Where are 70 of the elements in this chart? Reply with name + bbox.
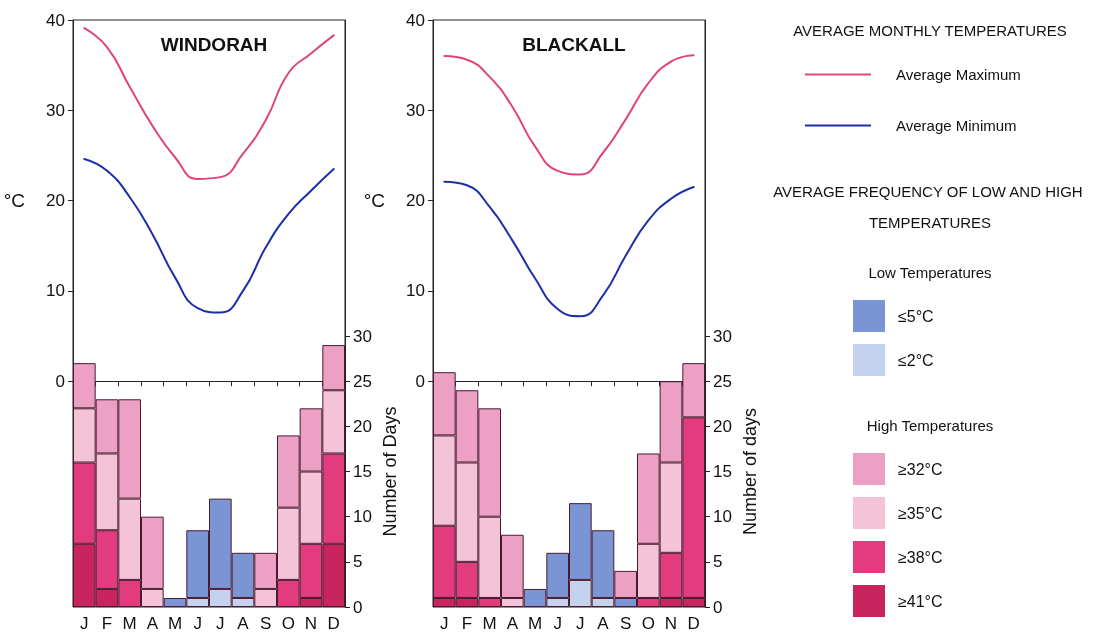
- legend-label: ≥32°C: [898, 460, 943, 478]
- y2-tick-label: 15: [353, 462, 372, 482]
- y-tick-label: 40: [406, 10, 425, 30]
- x-tick-label: N: [664, 614, 678, 633]
- x-tick-label: D: [327, 614, 340, 633]
- text: BLACKALL: [522, 34, 627, 55]
- x-tick-label: J: [553, 614, 562, 633]
- y-tick-label: 10: [406, 281, 425, 301]
- y2-axis-title: Number of days: [740, 408, 760, 536]
- x-tick-label: S: [259, 614, 272, 633]
- y2-tick-label: 20: [353, 416, 372, 436]
- x-tick-label: J: [80, 614, 89, 633]
- legend-label: ≥41°C: [898, 592, 943, 610]
- line-series: [443, 180, 695, 318]
- legend-label: ≥35°C: [898, 504, 943, 522]
- legend-label: ≥38°C: [898, 548, 943, 566]
- text: High Temperatures: [866, 416, 994, 434]
- x-tick-label: N: [304, 614, 318, 633]
- y2-tick-label: 25: [713, 371, 732, 391]
- legend-label: ≤2°C: [898, 351, 934, 369]
- x-tick-label: M: [482, 614, 497, 633]
- y-tick-label: 0: [55, 371, 65, 391]
- x-tick-label: M: [527, 614, 543, 633]
- y2-tick-label: 25: [353, 371, 372, 391]
- x-tick-label: O: [641, 614, 655, 633]
- x-tick-label: J: [216, 614, 225, 633]
- legend-label: Average Maximum: [896, 66, 1021, 83]
- y-tick-label: 40: [46, 10, 65, 30]
- y2-tick-label: 30: [713, 326, 732, 346]
- y-tick-label: 30: [46, 100, 65, 120]
- x-tick-label: J: [576, 614, 585, 633]
- y2-tick-label: 0: [353, 597, 363, 617]
- line-series: [83, 27, 335, 180]
- y2-tick-label: 15: [713, 462, 732, 482]
- legend-title: AVERAGE MONTHLY TEMPERATURES: [793, 21, 1067, 39]
- y2-tick-label: 5: [713, 552, 723, 572]
- y-tick-label: 20: [46, 191, 65, 211]
- y-axis-title: °C: [3, 190, 25, 212]
- y2-tick-label: 30: [353, 326, 372, 346]
- y2-tick-label: 20: [713, 416, 732, 436]
- legend-label: Average Minimum: [896, 117, 1017, 134]
- x-tick-label: D: [687, 614, 700, 633]
- y-axis-title: °C: [363, 190, 385, 212]
- x-tick-label: A: [237, 614, 250, 633]
- text: AVERAGE FREQUENCY OF LOW AND HIGH TEMPERATURES: [773, 183, 1087, 231]
- text: Low Temperatures: [868, 263, 992, 281]
- y2-tick-label: 5: [353, 552, 363, 572]
- x-tick-label: M: [122, 614, 137, 633]
- text: WINDORAH: [160, 34, 268, 55]
- x-tick-label: F: [461, 614, 473, 633]
- x-tick-label: J: [193, 614, 202, 633]
- x-tick-label: A: [506, 614, 519, 633]
- line-series: [443, 54, 695, 176]
- y2-tick-label: 10: [353, 507, 372, 527]
- x-tick-label: O: [281, 614, 295, 633]
- y-tick-label: 20: [406, 191, 425, 211]
- y2-axis-title: Number of Days: [380, 406, 400, 537]
- x-tick-label: J: [440, 614, 449, 633]
- y-tick-label: 10: [46, 281, 65, 301]
- x-tick-label: F: [101, 614, 113, 633]
- x-tick-label: A: [597, 614, 610, 633]
- y2-tick-label: 0: [713, 597, 723, 617]
- legend-label: ≤5°C: [898, 307, 934, 325]
- x-tick-label: A: [146, 614, 159, 633]
- y-tick-label: 0: [415, 371, 425, 391]
- line-series: [83, 158, 335, 314]
- x-tick-label: S: [619, 614, 632, 633]
- y2-tick-label: 10: [713, 507, 732, 527]
- x-tick-label: M: [167, 614, 183, 633]
- y-tick-label: 30: [406, 100, 425, 120]
